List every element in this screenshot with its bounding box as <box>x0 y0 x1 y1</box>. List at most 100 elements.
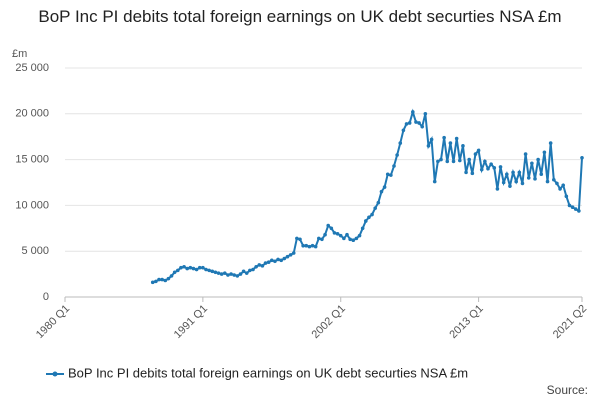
point <box>436 159 440 164</box>
point <box>354 236 359 241</box>
point <box>323 232 327 237</box>
x-tick-label: 1980 Q1 <box>34 303 72 341</box>
y-axis-label: £m <box>12 48 27 60</box>
point <box>542 150 547 155</box>
point <box>248 268 252 273</box>
point <box>577 209 581 213</box>
point <box>495 187 500 191</box>
legend-label: BoP Inc PI debits total foreign earnings… <box>68 365 468 380</box>
point <box>351 238 356 243</box>
point <box>207 268 211 273</box>
point <box>213 270 218 275</box>
point <box>345 232 349 237</box>
point <box>317 236 321 241</box>
point <box>313 244 318 249</box>
point <box>379 189 384 194</box>
point <box>398 141 403 145</box>
point <box>545 179 550 184</box>
point <box>179 265 183 270</box>
point <box>244 271 249 275</box>
y-tick-label: 20 000 <box>15 108 49 120</box>
point <box>520 181 525 186</box>
point <box>401 128 406 133</box>
point <box>229 272 233 276</box>
y-tick-label: 10 000 <box>15 199 49 211</box>
point <box>329 226 334 231</box>
point <box>260 264 265 268</box>
point <box>451 159 456 164</box>
point <box>241 269 246 274</box>
point <box>357 233 362 238</box>
point <box>570 205 575 210</box>
x-tick-label: 2013 Q1 <box>447 303 485 341</box>
point <box>304 243 309 248</box>
point <box>476 148 481 153</box>
point <box>342 236 346 241</box>
point <box>533 177 537 181</box>
point <box>197 265 202 270</box>
point <box>335 231 340 236</box>
point <box>154 279 158 284</box>
point <box>370 212 374 217</box>
point <box>210 269 215 274</box>
point <box>298 237 302 242</box>
point <box>235 274 240 278</box>
point <box>464 170 468 175</box>
point <box>501 180 506 185</box>
point <box>432 179 437 184</box>
point <box>263 261 268 265</box>
point <box>489 162 493 166</box>
x-tick-label: 2021 Q2 <box>551 303 589 341</box>
point <box>580 155 584 160</box>
point <box>188 265 193 270</box>
point <box>439 157 443 162</box>
point <box>448 141 453 145</box>
point <box>295 236 299 241</box>
point <box>338 233 343 238</box>
point <box>548 141 553 145</box>
point <box>254 264 258 269</box>
point <box>392 164 396 168</box>
point <box>505 172 509 177</box>
point <box>479 167 484 172</box>
point <box>376 200 381 205</box>
point <box>382 185 387 189</box>
point <box>526 176 531 180</box>
point <box>150 280 155 285</box>
point <box>201 265 205 270</box>
point <box>169 274 174 278</box>
point <box>238 272 243 276</box>
source: Source: <box>547 383 588 397</box>
point <box>282 256 287 261</box>
point <box>426 144 431 148</box>
point <box>514 179 518 184</box>
point <box>191 266 196 271</box>
point <box>486 166 490 171</box>
point <box>288 253 293 257</box>
point <box>461 144 465 148</box>
point <box>348 237 352 242</box>
point <box>429 137 434 142</box>
point <box>166 276 171 281</box>
series-line <box>152 108 583 284</box>
point <box>232 273 236 277</box>
point <box>498 165 503 169</box>
point <box>417 121 421 125</box>
point <box>163 278 168 283</box>
y-tick-label: 25 000 <box>15 62 49 74</box>
point <box>219 272 224 276</box>
point <box>517 170 522 175</box>
point <box>473 152 478 156</box>
point <box>389 173 393 177</box>
point <box>364 219 368 223</box>
point <box>307 244 312 249</box>
point <box>204 267 208 272</box>
point <box>567 203 572 208</box>
point <box>360 226 365 231</box>
point <box>573 207 578 211</box>
x-tick-label: 1991 Q1 <box>172 303 210 341</box>
point <box>454 136 459 141</box>
point <box>320 237 324 242</box>
point <box>530 161 534 166</box>
